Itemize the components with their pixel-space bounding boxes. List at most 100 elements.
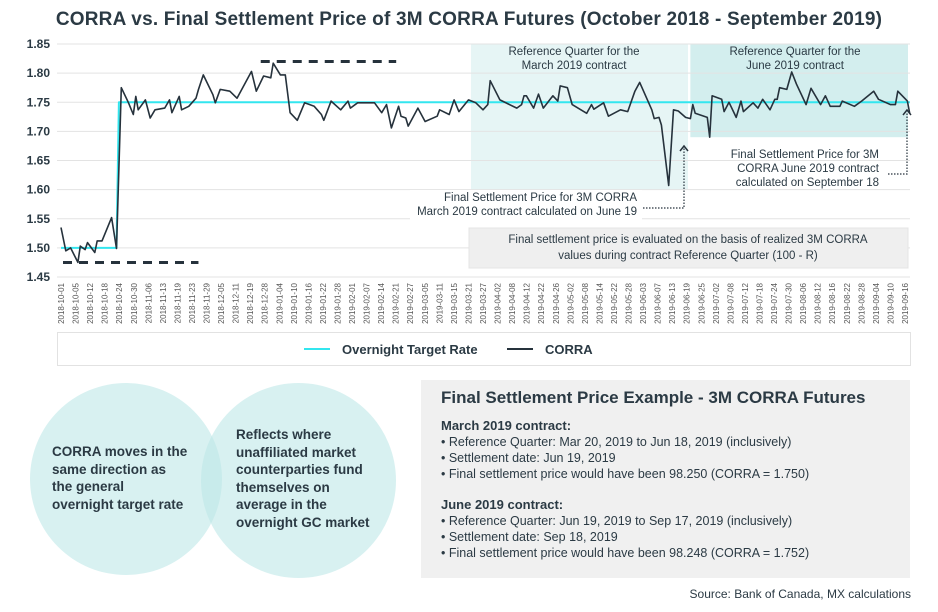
- x-tick-label: 2019-01-10: [290, 282, 299, 323]
- x-tick-label: 2019-02-14: [377, 282, 386, 323]
- x-tick-label: 2019-07-02: [712, 282, 721, 323]
- region-label-june-line2: June 2019 contract: [746, 60, 845, 72]
- x-tick-label: 2019-01-22: [319, 282, 328, 323]
- x-tick-label: 2019-06-13: [668, 282, 677, 323]
- y-tick-label: 1.50: [27, 241, 51, 255]
- june-bullet: • Reference Quarter: Jun 19, 2019 to Sep…: [441, 514, 793, 528]
- march-callout-arrow-icon: [679, 144, 689, 152]
- x-tick-label: 2019-07-30: [785, 282, 794, 323]
- y-tick-label: 1.75: [27, 95, 51, 109]
- note-box: [468, 227, 909, 269]
- y-tick-label: 1.85: [27, 37, 51, 51]
- y-tick-label: 1.65: [27, 154, 51, 168]
- venn-left-line: CORRA moves in the: [52, 444, 188, 459]
- settlement-example-box: Final Settlement Price Example - 3M CORR…: [421, 380, 910, 578]
- x-tick-label: 2019-04-26: [552, 282, 561, 323]
- legend-label: Overnight Target Rate: [342, 341, 478, 357]
- march-bullet: • Settlement date: Jun 19, 2019: [441, 451, 616, 465]
- x-tick-label: 2018-10-18: [101, 282, 110, 323]
- x-tick-label: 2019-09-10: [886, 282, 895, 323]
- x-tick-label: 2018-11-19: [173, 282, 182, 323]
- x-tick-label: 2019-07-12: [741, 282, 750, 323]
- june-bullet: • Settlement date: Sep 18, 2019: [441, 530, 618, 544]
- legend-swatch-dark-line-icon: [507, 348, 533, 350]
- june-callout-leader: [888, 112, 908, 175]
- region-label-march-line2: March 2019 contract: [522, 60, 628, 72]
- x-tick-label: 2018-10-05: [72, 282, 81, 323]
- venn-circle-right: [201, 383, 396, 578]
- venn-right-line: average in the: [236, 497, 327, 512]
- x-tick-label: 2019-04-22: [537, 282, 546, 323]
- x-tick-label: 2018-12-11: [232, 282, 241, 323]
- series-overnight-target-rate: [61, 101, 910, 249]
- chart-legend: Overnight Target Rate CORRA: [57, 332, 911, 366]
- march-callout-bg: [410, 190, 642, 220]
- x-tick-label: 2018-12-19: [246, 282, 255, 323]
- x-tick-label: 2018-10-12: [86, 282, 95, 323]
- x-tick-label: 2019-03-21: [464, 282, 473, 323]
- x-tick-label: 2018-11-06: [144, 282, 153, 323]
- x-tick-label: 2019-04-02: [494, 282, 503, 323]
- reference-quarter-region: [470, 44, 688, 190]
- x-tick-label: 2018-11-23: [188, 282, 197, 323]
- x-tick-label: 2019-08-28: [857, 282, 866, 323]
- x-tick-label: 2019-02-21: [392, 282, 401, 323]
- venn-right-text: Reflects where unaffiliated market count…: [236, 426, 370, 531]
- x-tick-label: 2019-06-03: [639, 282, 648, 323]
- x-tick-label: 2019-05-22: [610, 282, 619, 323]
- y-tick-label: 1.70: [27, 124, 51, 138]
- legend-label: CORRA: [545, 341, 593, 357]
- legend-swatch-cyan-line-icon: [304, 348, 330, 350]
- x-tick-label: 2019-05-02: [566, 282, 575, 323]
- x-tick-label: 2019-09-04: [872, 282, 881, 323]
- june-contract-heading: June 2019 contract:: [441, 497, 564, 512]
- venn-right-line: counterparties fund: [236, 462, 363, 477]
- march-callout-line2: March 2019 contract calculated on June 1…: [417, 206, 637, 218]
- x-tick-label: 2019-04-08: [508, 282, 517, 323]
- x-tick-label: 2019-09-16: [901, 282, 910, 323]
- y-tick-label: 1.80: [27, 66, 51, 80]
- venn-right-line: overnight GC market: [236, 514, 370, 530]
- x-tick-label: 2018-10-01: [57, 282, 66, 323]
- source-note: Source: Bank of Canada, MX calculations: [689, 587, 911, 601]
- x-tick-label: 2019-05-28: [625, 282, 634, 323]
- june-callout-line2: CORRA June 2019 contract: [737, 163, 880, 175]
- x-tick-label: 2019-02-27: [406, 282, 415, 323]
- y-tick-label: 1.60: [27, 183, 51, 197]
- x-tick-label: 2019-01-28: [333, 282, 342, 323]
- x-tick-label: 2018-10-24: [115, 282, 124, 323]
- venn-right-line: themselves on: [236, 479, 330, 495]
- venn-circle-left: [30, 383, 222, 575]
- venn-right-line: unaffiliated market: [236, 444, 357, 460]
- x-tick-label: 2019-01-04: [275, 282, 284, 323]
- region-label-march-line1: Reference Quarter for the: [508, 46, 639, 58]
- x-tick-label: 2019-08-12: [814, 282, 823, 323]
- x-tick-label: 2019-01-16: [304, 282, 313, 323]
- june-callout-arrow-icon: [902, 108, 912, 116]
- x-tick-label: 2018-12-05: [217, 282, 226, 323]
- x-tick-label: 2019-03-15: [450, 282, 459, 323]
- x-tick-label: 2019-08-22: [843, 282, 852, 323]
- march-callout-leader: [643, 148, 685, 209]
- june-callout-line3: calculated on September 18: [736, 177, 879, 189]
- y-tick-label: 1.55: [27, 212, 51, 226]
- note-line1: Final settlement price is evaluated on t…: [508, 234, 868, 246]
- venn-left-line: same direction as: [52, 461, 167, 477]
- x-tick-label: 2019-03-11: [435, 282, 444, 323]
- x-tick-label: 2019-02-07: [363, 282, 372, 323]
- venn-left-text: CORRA moves in the same direction as the…: [52, 443, 187, 513]
- x-tick-label: 2019-08-06: [799, 282, 808, 323]
- x-tick-label: 2019-06-19: [683, 282, 692, 323]
- march-bullet: • Final settlement price would have been…: [441, 467, 810, 481]
- x-tick-label: 2019-07-18: [755, 282, 764, 323]
- corra-chart: CORRA vs. Final Settlement Price of 3M C…: [27, 9, 912, 324]
- region-label-june-line1: Reference Quarter for the: [729, 46, 860, 58]
- x-tick-label: 2019-02-01: [348, 282, 357, 323]
- x-tick-label: 2019-07-08: [726, 282, 735, 323]
- venn-right-line: Reflects where: [236, 427, 332, 442]
- x-tick-label: 2019-03-27: [479, 282, 488, 323]
- x-tick-label: 2019-06-07: [654, 282, 663, 323]
- legend-item-overnight-target-rate: Overnight Target Rate: [304, 333, 478, 365]
- example-title: Final Settlement Price Example - 3M CORR…: [441, 388, 866, 407]
- series-corra: [60, 62, 911, 264]
